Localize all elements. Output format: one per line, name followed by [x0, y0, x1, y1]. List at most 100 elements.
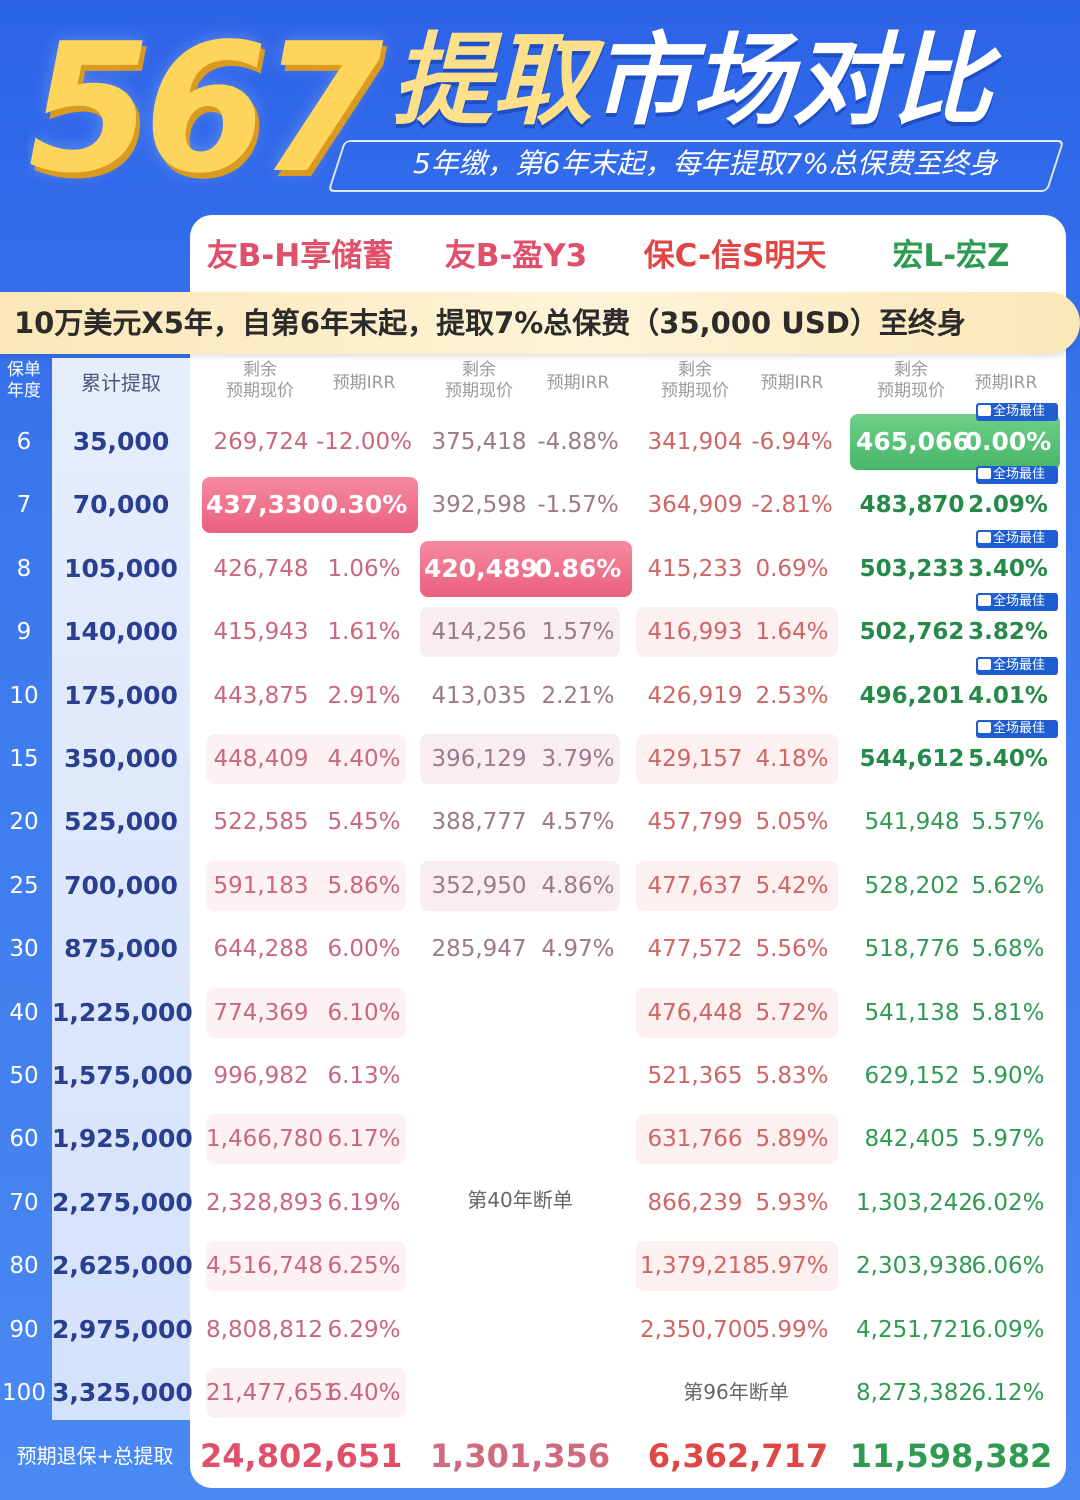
- cumulative-column-bg: [52, 358, 190, 1420]
- row-band: [206, 1368, 406, 1418]
- p2-irr-header: 预期IRR: [546, 373, 610, 393]
- value-cell: 2,303,938: [856, 1253, 974, 1279]
- value-cell: 420,489: [424, 554, 538, 583]
- value-cell: 528,202: [864, 873, 960, 899]
- irr-cell: 5.81%: [971, 1000, 1045, 1026]
- row-band: [636, 607, 838, 657]
- row-cumulative: 35,000: [72, 427, 170, 456]
- irr-cell: 5.90%: [971, 1063, 1045, 1089]
- best-badge: 全场最佳: [976, 657, 1058, 675]
- irr-cell: 2.53%: [755, 683, 829, 709]
- p2-value-header: 剩余 预期现价: [445, 360, 513, 401]
- irr-cell: 5.89%: [755, 1126, 829, 1152]
- irr-cell: [526, 1236, 630, 1296]
- value-cell: 426,748: [213, 556, 309, 582]
- plan-banner: [0, 292, 1080, 354]
- row-band: [206, 861, 406, 911]
- row-band: [420, 607, 620, 657]
- value-cell: 437,330: [206, 490, 320, 519]
- irr-cell: 4.57%: [541, 809, 615, 835]
- irr-cell: 2.91%: [327, 683, 401, 709]
- row-year: 100: [2, 1380, 46, 1406]
- value-cell: [424, 983, 534, 1043]
- plan-banner-text: 10万美元X5年，自第6年末起，提取7%总保费（35,000 USD）至终身: [14, 306, 966, 340]
- thumbs-up-icon: [978, 405, 991, 416]
- row-cumulative: 70,000: [72, 490, 170, 519]
- p4-irr-header: 预期IRR: [974, 373, 1038, 393]
- row-cumulative: 105,000: [64, 554, 178, 583]
- irr-cell: 2.21%: [541, 683, 615, 709]
- hero-number: 567: [28, 14, 384, 204]
- highlight-cell: [420, 541, 632, 597]
- irr-cell: 6.12%: [971, 1380, 1045, 1406]
- row-year: 6: [16, 429, 32, 455]
- row-cumulative: 2,275,000: [52, 1188, 193, 1217]
- best-badge-label: 全场最佳: [993, 721, 1046, 736]
- irr-cell: 1.57%: [541, 619, 615, 645]
- value-cell: 521,365: [647, 1063, 743, 1089]
- row-band: [636, 1114, 838, 1164]
- irr-cell: 5.99%: [755, 1317, 829, 1343]
- best-badge-label: 全场最佳: [993, 594, 1046, 609]
- irr-cell: [526, 1300, 630, 1360]
- irr-cell: 5.72%: [755, 1000, 829, 1026]
- irr-cell: -4.88%: [537, 429, 619, 455]
- value-cell: 426,919: [647, 683, 743, 709]
- row-year: 40: [9, 1000, 39, 1026]
- row-band: [636, 988, 838, 1038]
- irr-cell: 3.79%: [541, 746, 615, 772]
- irr-cell: 5.57%: [971, 809, 1045, 835]
- value-cell: 476,448: [647, 1000, 743, 1026]
- irr-cell: 4.40%: [327, 746, 401, 772]
- irr-cell: 1.06%: [327, 556, 401, 582]
- hero-title: 提取市场对比: [392, 26, 1064, 136]
- irr-cell: 5.05%: [755, 809, 829, 835]
- irr-cell: 6.09%: [971, 1317, 1045, 1343]
- value-cell: 388,777: [431, 809, 527, 835]
- product-header-3: 保C-信S明天: [643, 238, 827, 274]
- highlight-cell: [202, 477, 418, 533]
- thumbs-up-icon: [978, 722, 991, 733]
- value-cell: 457,799: [647, 809, 743, 835]
- value-cell: 842,405: [864, 1126, 960, 1152]
- irr-cell: 5.62%: [971, 873, 1045, 899]
- irr-cell: 1.61%: [327, 619, 401, 645]
- row-year: 20: [9, 809, 39, 835]
- value-cell: 392,598: [431, 492, 527, 518]
- value-cell: 1,303,242: [856, 1190, 974, 1216]
- row-band: [636, 861, 838, 911]
- irr-cell: 4.86%: [541, 873, 615, 899]
- irr-cell: 6.25%: [327, 1253, 401, 1279]
- value-cell: 774,369: [213, 1000, 309, 1026]
- value-cell: 4,516,748: [206, 1253, 324, 1279]
- value-cell: 496,201: [859, 683, 965, 709]
- row-year: 70: [9, 1190, 39, 1216]
- value-cell: 8,273,382: [856, 1380, 974, 1406]
- row-year: 25: [9, 873, 39, 899]
- irr-cell: 6.40%: [327, 1380, 401, 1406]
- irr-cell: 4.01%: [968, 683, 1048, 709]
- row-cumulative: 175,000: [64, 681, 178, 710]
- irr-cell: 2.09%: [968, 492, 1048, 518]
- hero-title-accent: 提取: [392, 26, 592, 136]
- irr-cell: 5.83%: [755, 1063, 829, 1089]
- row-year: 7: [16, 492, 32, 518]
- year-column-header: 保单 年度: [7, 360, 41, 401]
- irr-cell: 5.93%: [755, 1190, 829, 1216]
- irr-cell: 6.19%: [327, 1190, 401, 1216]
- thumbs-up-icon: [978, 595, 991, 606]
- row-year: 30: [9, 936, 39, 962]
- value-cell: 465,066: [856, 427, 970, 456]
- value-cell: 631,766: [647, 1126, 743, 1152]
- row-cumulative: 1,575,000: [52, 1061, 193, 1090]
- value-cell: 644,288: [213, 936, 309, 962]
- irr-cell: 5.56%: [755, 936, 829, 962]
- row-band: [206, 1114, 406, 1164]
- best-badge-label: 全场最佳: [993, 531, 1046, 546]
- highlight-cell: [850, 414, 1060, 470]
- irr-cell: 5.97%: [755, 1253, 829, 1279]
- thumbs-up-icon: [978, 532, 991, 543]
- value-cell: 483,870: [859, 492, 965, 518]
- value-cell: 502,762: [859, 619, 965, 645]
- row-year: 10: [9, 683, 39, 709]
